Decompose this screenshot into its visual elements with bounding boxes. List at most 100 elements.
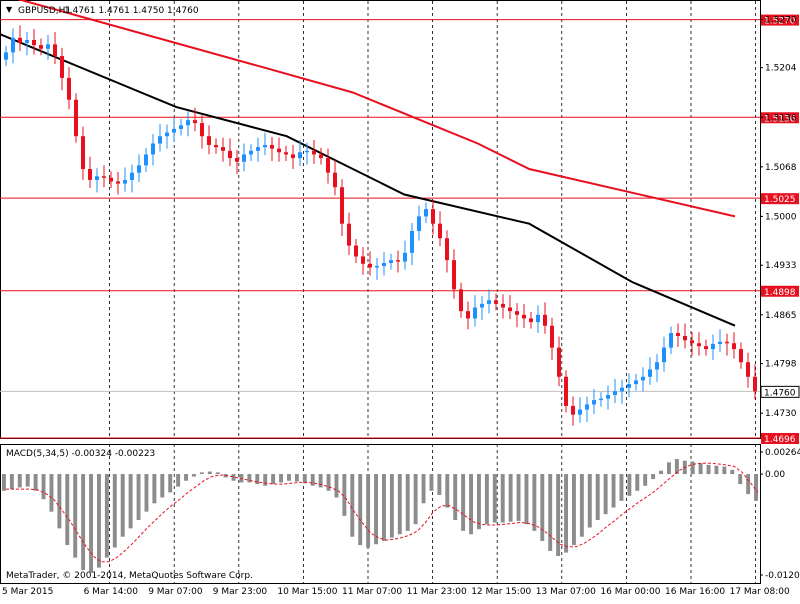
macd-bar bbox=[207, 471, 212, 475]
macd-bar bbox=[65, 474, 70, 546]
macd-bar bbox=[579, 474, 584, 537]
candle-body bbox=[256, 147, 260, 151]
candle-layer bbox=[4, 25, 757, 426]
symbol-label: GBPUSD,H1 bbox=[18, 6, 71, 16]
candle-body bbox=[11, 37, 15, 53]
x-tick-label: 16 Mar 00:00 bbox=[600, 587, 660, 597]
candle-body bbox=[620, 387, 624, 392]
candle-body bbox=[459, 289, 463, 312]
candle-body bbox=[53, 44, 57, 57]
candle-body bbox=[368, 263, 372, 268]
macd-bar bbox=[421, 474, 426, 504]
y-tick-label: 1.5068 bbox=[765, 163, 797, 173]
x-tick-label: 16 Mar 16:00 bbox=[665, 587, 725, 597]
macd-y-tick-label: -0.01208 bbox=[765, 571, 800, 581]
candle-body bbox=[200, 123, 204, 137]
x-tick-label: 11 Mar 07:00 bbox=[342, 587, 402, 597]
candle-body bbox=[564, 376, 568, 406]
candle-body bbox=[95, 176, 99, 180]
macd-bar bbox=[477, 474, 481, 530]
macd-bar bbox=[104, 474, 109, 558]
current-price-tag bbox=[760, 385, 800, 398]
candle-body bbox=[585, 404, 589, 410]
x-tick-label: 5 Mar 2015 bbox=[2, 587, 53, 597]
candle-body bbox=[158, 136, 162, 144]
candle-body bbox=[536, 314, 540, 323]
candle-body bbox=[522, 314, 526, 319]
price-level-tag bbox=[761, 193, 799, 205]
candle-body bbox=[312, 150, 316, 155]
dropdown-icon[interactable]: ▼ bbox=[6, 5, 13, 14]
macd-bar bbox=[2, 474, 6, 491]
candle-body bbox=[669, 333, 673, 348]
candle-body bbox=[333, 172, 337, 188]
current-price-label: 1.4760 bbox=[764, 388, 796, 398]
macd-bar bbox=[152, 474, 157, 504]
ma-fast-line bbox=[0, 33, 736, 327]
candle-body bbox=[193, 120, 197, 124]
candle-body bbox=[697, 343, 701, 347]
candle-body bbox=[662, 347, 666, 363]
candle-body bbox=[137, 165, 141, 173]
macd-bar bbox=[374, 474, 378, 545]
macd-bar bbox=[619, 474, 624, 501]
macd-bar bbox=[144, 474, 149, 512]
macd-bar bbox=[746, 474, 751, 495]
macd-bar bbox=[120, 474, 125, 537]
macd-bar bbox=[635, 474, 640, 491]
macd-layer bbox=[2, 459, 759, 573]
macd-bar bbox=[397, 474, 402, 535]
candle-body bbox=[249, 150, 253, 155]
macd-bar bbox=[508, 474, 513, 522]
candle-body bbox=[711, 343, 715, 350]
macd-bar bbox=[160, 474, 165, 498]
candle-body bbox=[46, 44, 50, 49]
macd-bar bbox=[255, 474, 260, 485]
macd-bar bbox=[128, 474, 133, 529]
macd-bar bbox=[17, 474, 22, 488]
candle-body bbox=[683, 335, 687, 341]
candle-body bbox=[207, 136, 211, 145]
candle-body bbox=[718, 341, 722, 344]
macd-bar bbox=[405, 474, 410, 531]
macd-bar bbox=[556, 474, 561, 556]
candle-body bbox=[410, 230, 414, 253]
macd-bar bbox=[81, 474, 86, 571]
price-level-tag bbox=[761, 112, 799, 124]
macd-bar bbox=[176, 474, 181, 487]
candle-body bbox=[102, 176, 106, 178]
price-level-label: 1.5136 bbox=[764, 114, 796, 124]
macd-bar bbox=[484, 474, 489, 525]
macd-bar bbox=[350, 474, 355, 537]
candle-body bbox=[515, 311, 519, 315]
macd-bar bbox=[698, 463, 703, 475]
candle-body bbox=[291, 154, 295, 159]
macd-bar bbox=[572, 474, 576, 546]
candle-body bbox=[277, 148, 281, 153]
price-level-label: 1.4696 bbox=[764, 435, 796, 445]
macd-bar bbox=[469, 474, 473, 535]
macd-bar bbox=[651, 474, 656, 480]
macd-bar bbox=[33, 474, 38, 491]
candle-body bbox=[340, 187, 344, 224]
candle-body bbox=[354, 245, 358, 257]
candle-body bbox=[396, 260, 400, 262]
macd-bar bbox=[89, 474, 93, 573]
candle-body bbox=[487, 300, 491, 304]
ma-slow-line bbox=[17, 0, 736, 218]
macd-bar bbox=[382, 474, 386, 541]
candle-body bbox=[4, 52, 8, 60]
macd-bar bbox=[112, 474, 117, 548]
x-tick-label: 9 Mar 07:00 bbox=[148, 587, 203, 597]
macd-bar bbox=[461, 474, 466, 531]
macd-bar bbox=[730, 469, 735, 475]
macd-bar bbox=[548, 474, 553, 551]
y-tick-label: 1.5136 bbox=[765, 113, 797, 123]
macd-bar bbox=[97, 474, 101, 568]
candle-body bbox=[361, 256, 365, 264]
macd-bar bbox=[57, 474, 62, 529]
macd-bar bbox=[271, 474, 276, 485]
candle-body bbox=[88, 169, 92, 180]
